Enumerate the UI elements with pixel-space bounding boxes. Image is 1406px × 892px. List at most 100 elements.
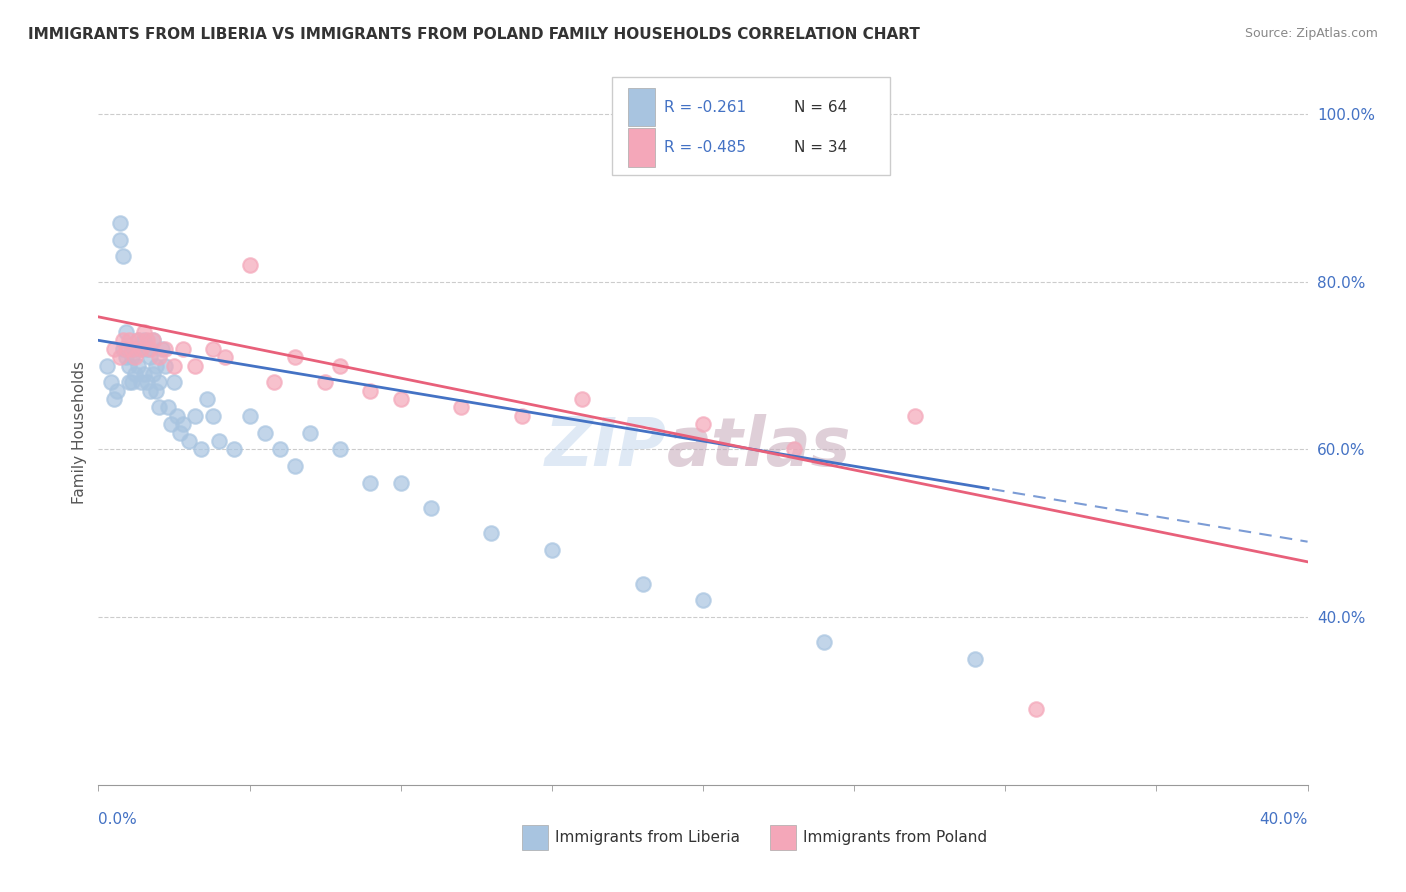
Point	[299, 425, 322, 440]
Point	[163, 376, 186, 390]
Point	[148, 401, 170, 415]
Text: Source: ZipAtlas.com: Source: ZipAtlas.com	[1244, 27, 1378, 40]
Bar	[522, 825, 548, 850]
Point	[510, 409, 533, 423]
Point	[389, 475, 412, 490]
Point	[132, 325, 155, 339]
Point	[214, 350, 236, 364]
Bar	[628, 87, 655, 127]
FancyBboxPatch shape	[613, 77, 890, 176]
Point	[111, 334, 134, 348]
Point	[540, 543, 562, 558]
Point	[179, 434, 201, 448]
Point	[202, 409, 225, 423]
Point	[172, 417, 194, 432]
Text: ZIP: ZIP	[546, 414, 666, 480]
Point	[108, 216, 131, 230]
Point	[692, 593, 714, 607]
Point	[269, 442, 291, 457]
Point	[631, 576, 654, 591]
Point	[142, 367, 165, 381]
Point	[239, 258, 262, 272]
Point	[1024, 702, 1046, 716]
Point	[314, 376, 336, 390]
Point	[239, 409, 262, 423]
Point	[135, 376, 157, 390]
Point	[129, 342, 152, 356]
Point	[127, 334, 149, 348]
Text: N = 34: N = 34	[793, 140, 846, 154]
Point	[96, 359, 118, 373]
Point	[118, 376, 141, 390]
Point	[114, 350, 136, 364]
Point	[253, 425, 276, 440]
Point	[135, 334, 157, 348]
Point	[135, 342, 157, 356]
Point	[360, 384, 382, 398]
Text: R = -0.261: R = -0.261	[664, 100, 747, 114]
Point	[166, 409, 188, 423]
Point	[124, 342, 146, 356]
Point	[121, 350, 143, 364]
Point	[263, 376, 285, 390]
Point	[114, 325, 136, 339]
Point	[420, 501, 443, 516]
Text: 0.0%: 0.0%	[98, 812, 138, 827]
Point	[156, 401, 179, 415]
Point	[163, 359, 186, 373]
Point	[160, 417, 183, 432]
Bar	[628, 128, 655, 167]
Point	[114, 342, 136, 356]
Point	[284, 350, 307, 364]
Point	[132, 367, 155, 381]
Point	[224, 442, 246, 457]
Text: N = 64: N = 64	[793, 100, 846, 114]
Y-axis label: Family Households: Family Households	[72, 361, 87, 504]
Point	[127, 334, 149, 348]
Text: Immigrants from Poland: Immigrants from Poland	[803, 830, 987, 845]
Point	[103, 392, 125, 406]
Point	[103, 342, 125, 356]
Point	[329, 442, 352, 457]
Point	[481, 526, 503, 541]
Text: IMMIGRANTS FROM LIBERIA VS IMMIGRANTS FROM POLAND FAMILY HOUSEHOLDS CORRELATION : IMMIGRANTS FROM LIBERIA VS IMMIGRANTS FR…	[28, 27, 920, 42]
Text: atlas: atlas	[666, 414, 851, 480]
Point	[202, 342, 225, 356]
Point	[121, 376, 143, 390]
Point	[360, 475, 382, 490]
Point	[111, 250, 134, 264]
Point	[184, 409, 207, 423]
Point	[571, 392, 593, 406]
Point	[190, 442, 212, 457]
Point	[139, 350, 162, 364]
Text: R = -0.485: R = -0.485	[664, 140, 747, 154]
Point	[450, 401, 472, 415]
Point	[142, 334, 165, 348]
Point	[172, 342, 194, 356]
Point	[169, 425, 191, 440]
Point	[100, 376, 122, 390]
Point	[184, 359, 207, 373]
Point	[783, 442, 806, 457]
Point	[129, 376, 152, 390]
Point	[108, 350, 131, 364]
Point	[127, 359, 149, 373]
Point	[145, 359, 167, 373]
Point	[153, 359, 176, 373]
Point	[148, 350, 170, 364]
Point	[118, 334, 141, 348]
Point	[389, 392, 412, 406]
Point	[145, 384, 167, 398]
Point	[284, 459, 307, 474]
Point	[139, 384, 162, 398]
Point	[108, 233, 131, 247]
Point	[121, 342, 143, 356]
Point	[965, 652, 987, 666]
Point	[329, 359, 352, 373]
Point	[129, 342, 152, 356]
Text: 40.0%: 40.0%	[1260, 812, 1308, 827]
Bar	[769, 825, 796, 850]
Point	[692, 417, 714, 432]
Point	[150, 342, 173, 356]
Point	[124, 367, 146, 381]
